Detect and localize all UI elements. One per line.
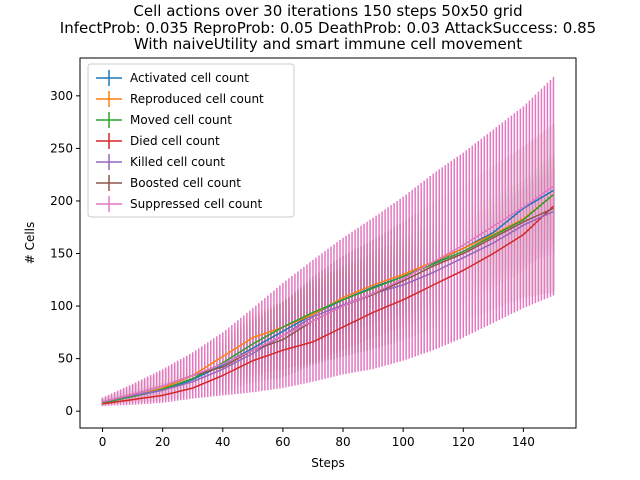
series-line-3 [102, 205, 555, 405]
x-axis-label: Steps [311, 456, 345, 470]
x-tick-label: 60 [275, 435, 290, 449]
y-axis-label: # Cells [23, 222, 37, 265]
x-tick-label: 120 [452, 435, 475, 449]
legend-label: Moved cell count [130, 113, 232, 127]
axis-ticks: 0 20 40 60 80 100 120 140 0 50 100 150 200 250 300 [50, 89, 535, 449]
y-tick-label: 0 [65, 404, 73, 418]
series-line-2 [102, 194, 554, 404]
legend-label: Killed cell count [130, 155, 225, 169]
y-tick-label: 200 [50, 194, 73, 208]
series-line-0 [102, 189, 554, 404]
x-tick-label: 0 [99, 435, 107, 449]
legend-box [87, 63, 295, 218]
chart-title-line-1: Cell actions over 30 iterations 150 step… [133, 2, 522, 20]
x-tick-label: 80 [335, 435, 350, 449]
legend: Activated cell count Reproduced cell coun… [87, 63, 295, 218]
series-line-6 [102, 185, 554, 403]
legend-label: Boosted cell count [130, 176, 241, 190]
chart-title-line-2: InfectProb: 0.035 ReproProb: 0.05 DeathP… [60, 19, 596, 37]
y-tick-label: 150 [50, 247, 73, 261]
x-tick-label: 40 [215, 435, 230, 449]
legend-label: Died cell count [130, 134, 220, 148]
legend-label: Suppressed cell count [130, 197, 262, 211]
x-tick-label: 100 [392, 435, 415, 449]
plot-area [101, 76, 555, 406]
x-tick-label: 20 [155, 435, 170, 449]
chart-title-line-3: With naiveUtility and smart immune cell … [134, 35, 522, 53]
y-tick-label: 50 [58, 352, 73, 366]
legend-label: Reproduced cell count [130, 92, 264, 106]
plot-frame [79, 57, 577, 429]
y-tick-label: 300 [50, 89, 73, 103]
y-tick-label: 250 [50, 141, 73, 155]
series-line-4 [102, 210, 554, 403]
legend-label: Activated cell count [130, 71, 249, 85]
y-tick-label: 100 [50, 299, 73, 313]
x-tick-label: 140 [512, 435, 535, 449]
